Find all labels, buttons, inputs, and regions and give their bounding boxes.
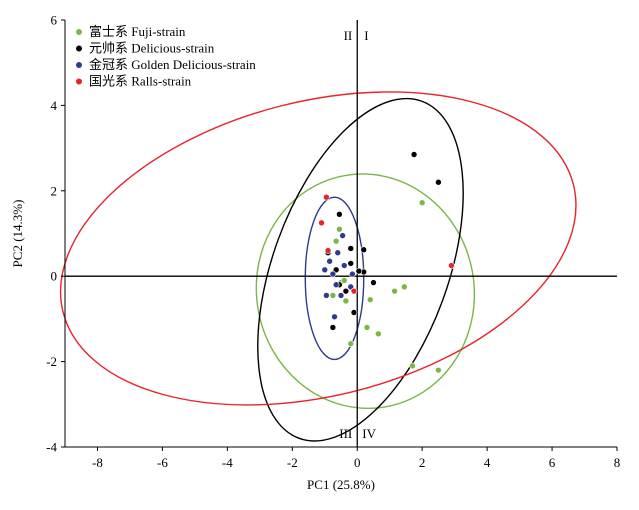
data-point-series-0 [375, 330, 382, 338]
data-point-series-0 [336, 225, 343, 233]
x-tick-label: 4 [484, 455, 491, 470]
y-tick-label: 4 [51, 98, 58, 113]
confidence-ellipse-2 [304, 196, 365, 361]
data-point-series-1 [342, 287, 350, 295]
data-point-series-0 [329, 292, 337, 299]
y-tick-label: -4 [46, 440, 57, 455]
legend-label-1: 元帅系 Delicious-strain [89, 41, 215, 56]
legend-marker-0 [76, 29, 82, 35]
y-axis-label: PC2 (14.3%) [10, 200, 25, 268]
data-point-series-0 [347, 340, 355, 347]
legend-label-2: 金冠系 Golden Delicious-strain [89, 57, 256, 72]
data-point-series-1 [410, 151, 418, 158]
data-point-series-2 [326, 257, 333, 265]
y-tick-label: 2 [51, 183, 58, 198]
data-point-series-1 [360, 246, 368, 254]
data-point-series-2 [349, 270, 356, 278]
confidence-ellipses [59, 91, 577, 442]
confidence-ellipse-0 [255, 173, 476, 410]
data-point-series-1 [347, 245, 355, 252]
data-point-series-1 [336, 210, 343, 218]
data-point-series-0 [391, 287, 398, 295]
data-point-series-0 [409, 362, 416, 370]
x-tick-label: 2 [419, 455, 426, 470]
x-tick-label: 6 [549, 455, 556, 470]
data-point-series-3 [324, 247, 332, 254]
data-point-series-2 [339, 232, 346, 239]
axes: -8 -6 -4 -2 0 2 4 6 8 -4 -2 0 2 4 6 [46, 13, 620, 471]
quadrant-label-i: I [364, 28, 368, 43]
data-point-series-0 [363, 324, 371, 331]
data-point-series-0 [435, 366, 442, 374]
data-point-series-1 [350, 309, 358, 316]
legend-label-3: 国光系 Ralls-strain [89, 74, 192, 89]
data-point-series-1 [355, 267, 363, 275]
x-tick-label: -6 [157, 455, 168, 470]
x-tick-label: -8 [92, 455, 103, 470]
x-axis-label: PC1 (25.8%) [307, 477, 375, 492]
data-point-series-1 [347, 260, 355, 267]
quadrant-label-iv: IV [362, 426, 376, 441]
x-tick-label: 8 [614, 455, 621, 470]
x-tick-label: -4 [222, 455, 233, 470]
data-point-series-1 [435, 178, 442, 186]
axis-labels: PC1 (25.8%) PC2 (14.3%) II I III IV [10, 28, 377, 492]
data-point-series-2 [329, 270, 337, 278]
x-tick-label: 0 [354, 455, 361, 470]
data-point-series-0 [418, 199, 426, 207]
x-tick-label: -2 [287, 455, 298, 470]
data-point-series-2 [321, 266, 329, 274]
quadrant-label-ii: II [344, 28, 353, 43]
data-point-series-2 [332, 281, 340, 289]
data-point-series-0 [366, 296, 374, 303]
legend-marker-1 [76, 45, 82, 52]
data-point-series-0 [340, 277, 348, 284]
data-point-series-2 [334, 249, 342, 257]
y-tick-label: -2 [46, 354, 57, 369]
confidence-ellipse-1 [257, 97, 464, 442]
legend-marker-3 [76, 78, 82, 85]
data-point-series-1 [370, 279, 377, 286]
data-points [318, 151, 455, 374]
data-point-series-0 [401, 283, 408, 291]
data-point-series-3 [350, 287, 358, 295]
data-point-series-1 [329, 324, 337, 331]
data-point-series-3 [323, 193, 330, 201]
data-point-series-3 [448, 262, 455, 269]
quadrant-label-iii: III [339, 426, 352, 441]
data-point-series-2 [340, 262, 348, 269]
data-point-series-3 [318, 219, 325, 227]
data-point-series-2 [337, 292, 345, 299]
confidence-ellipse-3 [59, 91, 577, 406]
data-point-series-0 [332, 237, 340, 245]
legend-marker-2 [76, 62, 82, 68]
legend-label-0: 富士系 Fuji-strain [89, 24, 186, 39]
y-tick-label: 0 [51, 269, 58, 284]
y-tick-label: 6 [51, 13, 58, 28]
data-point-series-2 [323, 292, 330, 299]
data-point-series-0 [342, 297, 350, 305]
data-point-series-2 [331, 313, 338, 321]
